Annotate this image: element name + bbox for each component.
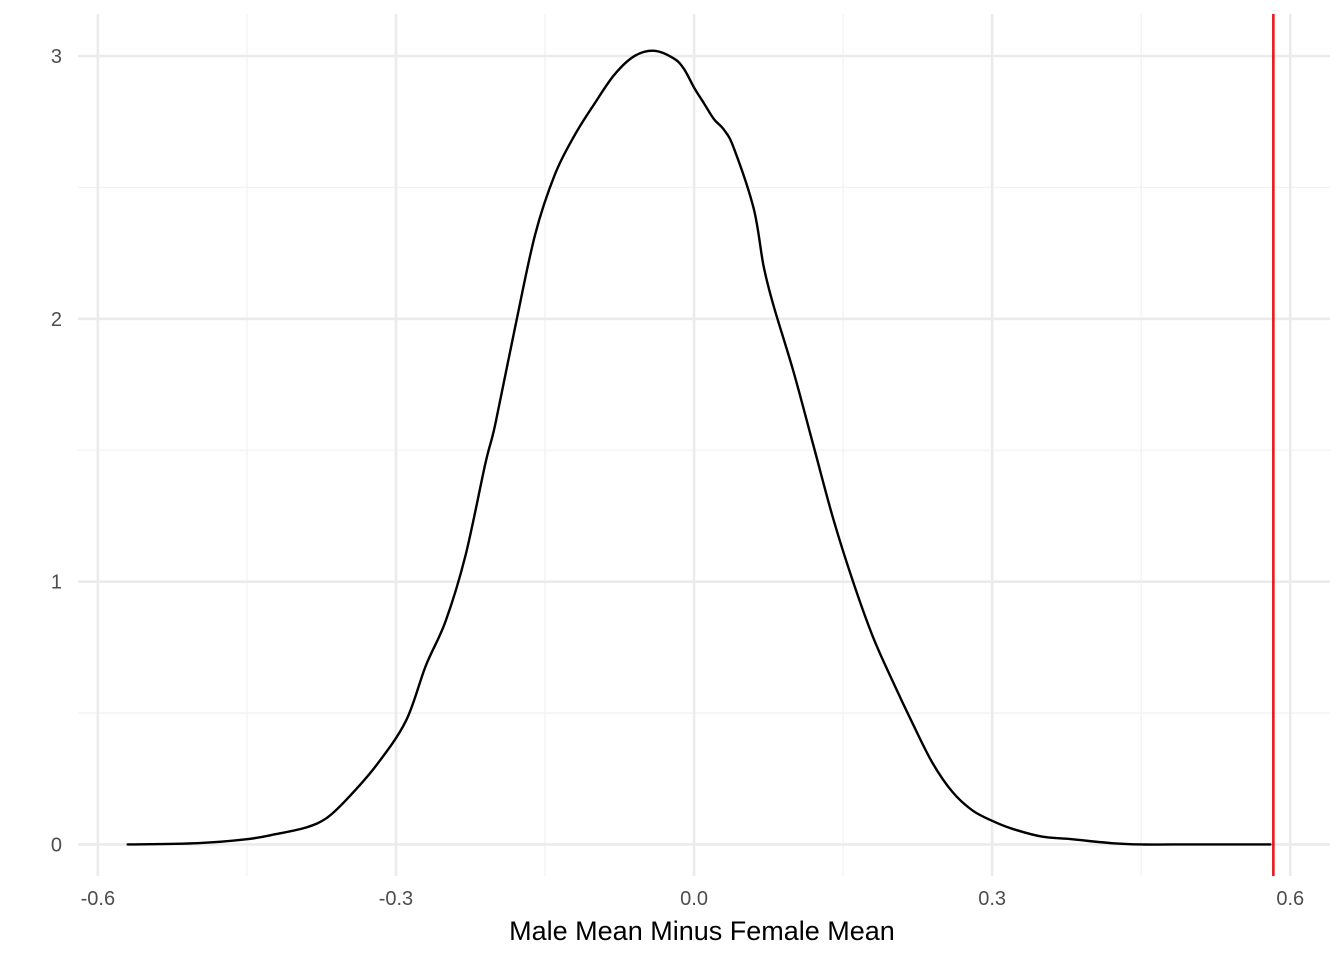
minor-gridlines (78, 14, 1330, 876)
x-tick-label: 0.3 (978, 888, 1006, 910)
x-axis-title: Male Mean Minus Female Mean (509, 916, 895, 946)
plot-marks (126, 14, 1275, 876)
x-axis-tick-labels: -0.6 -0.3 0.0 0.3 0.6 (81, 888, 1305, 910)
y-tick-label: 2 (51, 309, 62, 331)
x-tick-label: 0.6 (1276, 888, 1304, 910)
x-tick-label: -0.6 (81, 888, 115, 910)
major-gridlines (78, 14, 1330, 876)
y-tick-label: 3 (51, 46, 62, 68)
y-tick-label: 1 (51, 572, 62, 594)
y-tick-label: 0 (51, 834, 62, 856)
x-tick-label: 0.0 (680, 888, 708, 910)
x-tick-label: -0.3 (379, 888, 413, 910)
y-axis-tick-labels: 0 1 2 3 (51, 46, 62, 856)
density-curve-0 (126, 49, 1272, 846)
